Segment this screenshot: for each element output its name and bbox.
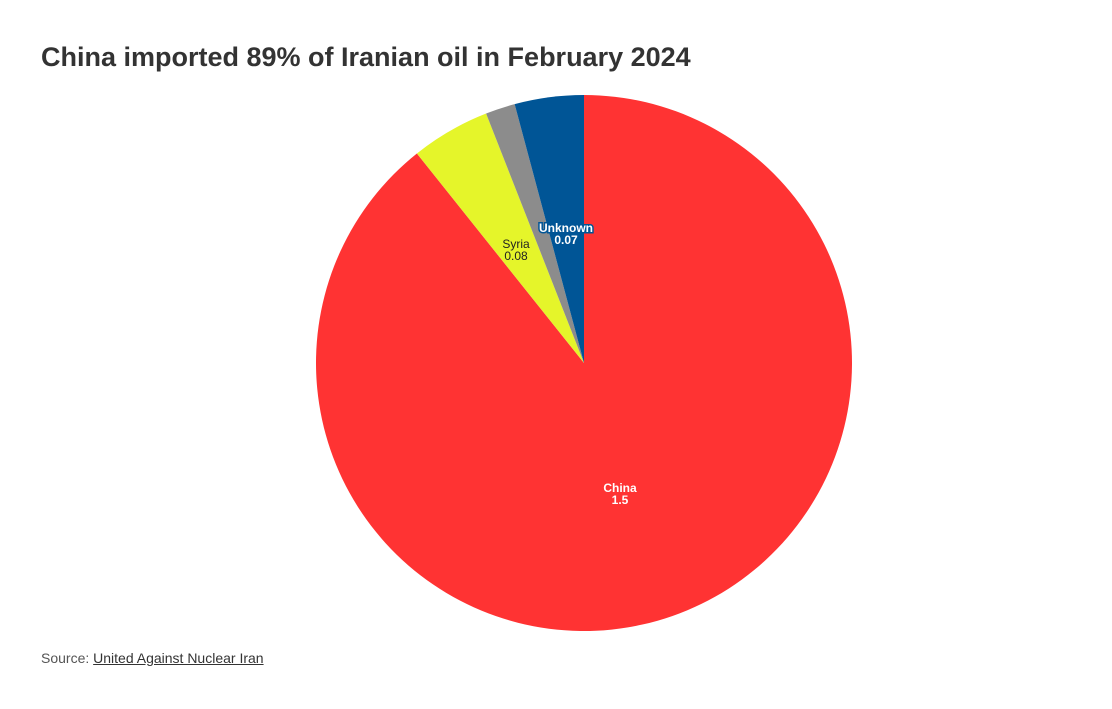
chart-title: China imported 89% of Iranian oil in Feb… — [41, 42, 691, 72]
data-label-name: Syria — [502, 237, 530, 251]
data-label-value: 0.07 — [554, 233, 578, 247]
pie-slice-unknown — [514, 95, 584, 363]
pie-slice-china — [315, 95, 852, 632]
data-label-value: 1.5 — [612, 493, 629, 507]
data-label-name: China — [603, 481, 637, 495]
pie-slice-other — [486, 104, 584, 363]
pie-slice-syria — [416, 113, 584, 363]
source-note: Source: United Against Nuclear Iran — [41, 650, 264, 666]
data-label-value: 0.08 — [504, 249, 528, 263]
source-prefix: Source: — [41, 650, 94, 666]
source-link[interactable]: United Against Nuclear Iran — [93, 650, 264, 666]
data-label-name: Unknown — [539, 221, 593, 235]
